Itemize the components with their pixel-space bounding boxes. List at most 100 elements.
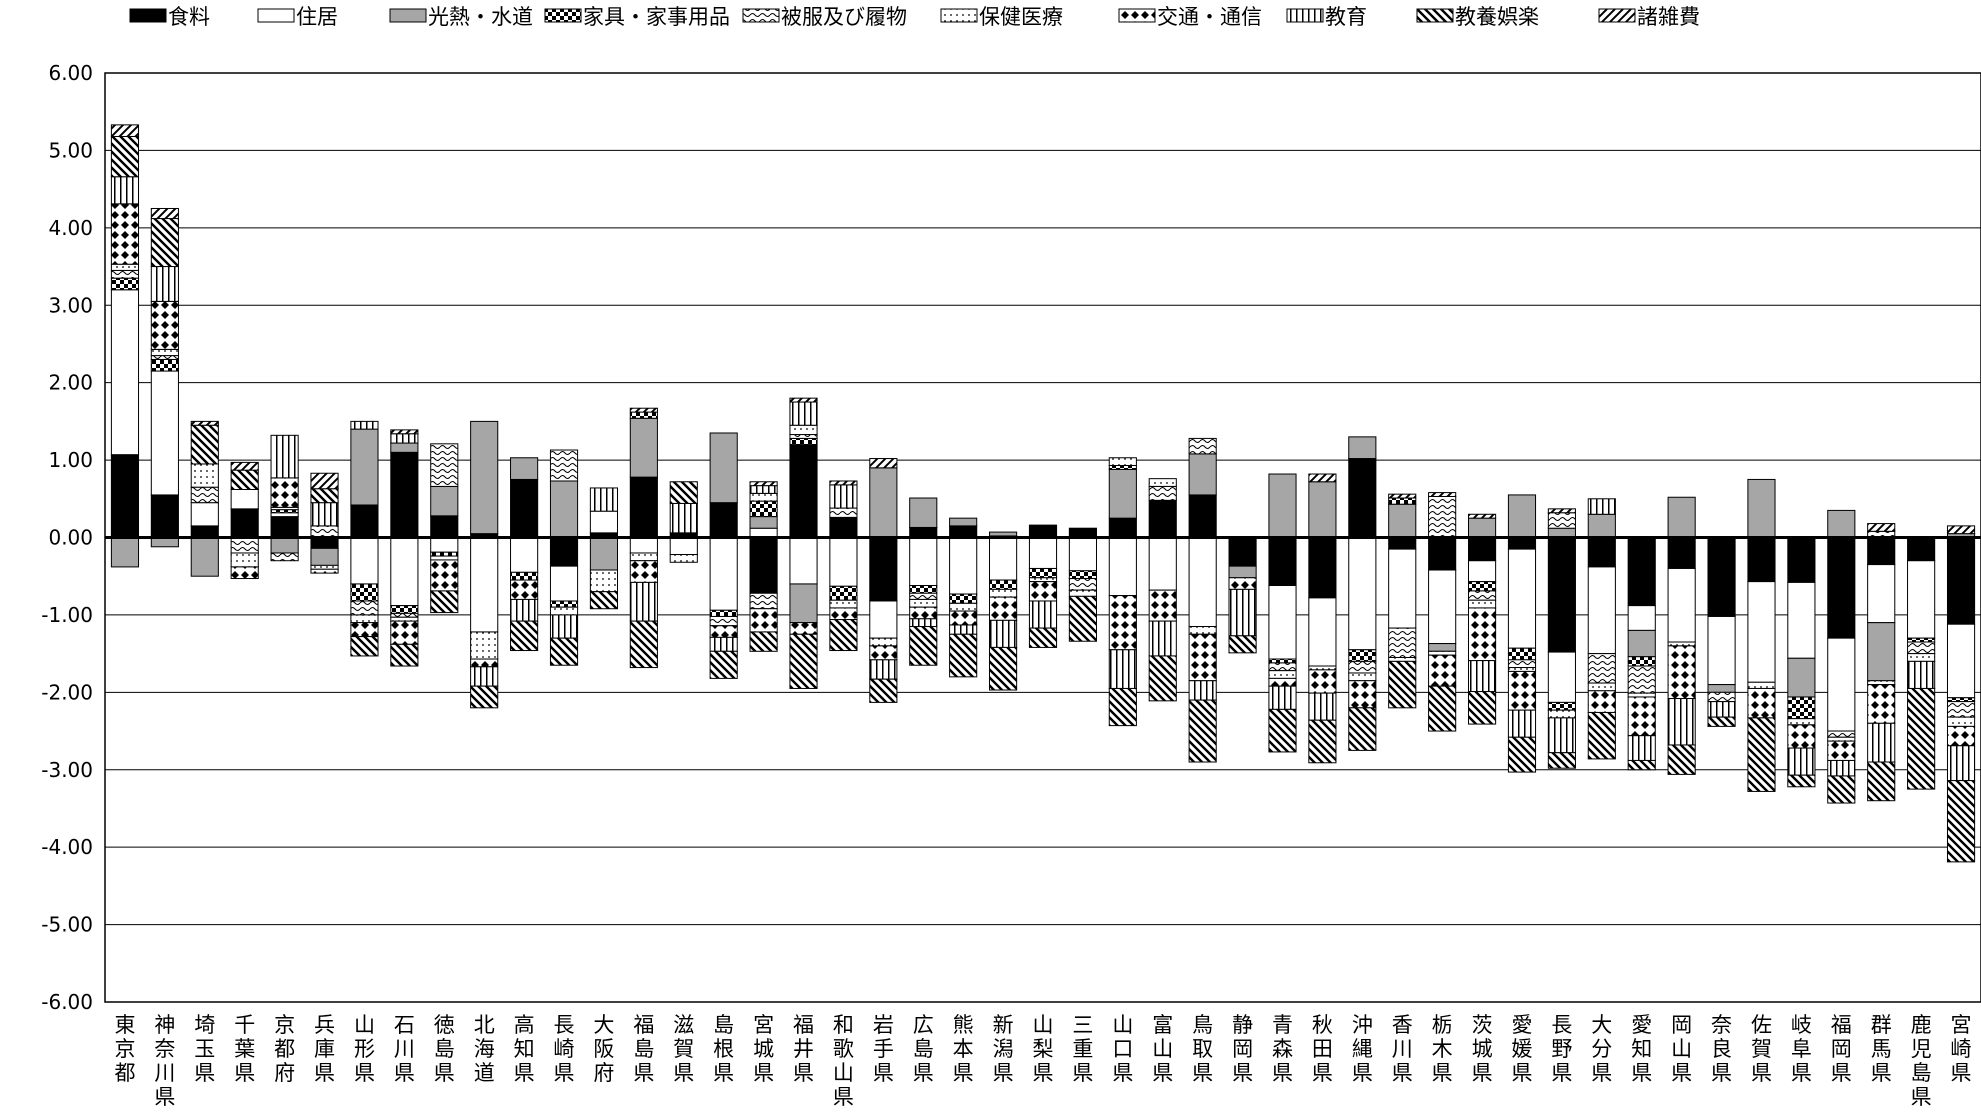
- bar-segment: [1787, 724, 1816, 749]
- bar-segment: [1827, 537, 1856, 639]
- y-tick-label: 6.00: [48, 61, 93, 85]
- bar-segment: [1587, 690, 1616, 713]
- bar-stack: [1467, 513, 1497, 725]
- bar-stack: [1348, 436, 1377, 751]
- bar-segment: [829, 607, 858, 621]
- bar-segment: [669, 554, 698, 563]
- bar-segment: [1627, 759, 1656, 771]
- bar-segment: [150, 355, 179, 360]
- bar-segment: [909, 606, 938, 620]
- bar-stack: [350, 420, 379, 657]
- x-category-label: 県: [1871, 1061, 1892, 1085]
- bar-segment: [1707, 701, 1736, 718]
- bar-segment: [1787, 774, 1816, 788]
- bar-segment: [1827, 740, 1856, 761]
- bar-segment: [1587, 498, 1616, 515]
- bar-segment: [909, 537, 938, 586]
- bar-segment: [1108, 649, 1137, 689]
- bar-stack: [470, 420, 499, 709]
- bar-segment: [1148, 478, 1177, 487]
- y-tick-label: 1.00: [48, 448, 93, 472]
- bar-segment: [1907, 653, 1936, 662]
- x-category-label: 川: [394, 1037, 415, 1061]
- bar-segment: [749, 481, 778, 487]
- bar-segment: [1028, 567, 1058, 579]
- bar-segment: [470, 666, 499, 687]
- bar-stack: [1667, 496, 1696, 775]
- x-category-label: 県: [314, 1061, 335, 1085]
- bar-segment: [1547, 537, 1576, 653]
- bar-stack: [510, 457, 539, 652]
- legend-item: 家具・家事用品: [544, 5, 730, 29]
- legend-swatch: [257, 8, 295, 23]
- bar-segment: [1388, 503, 1417, 539]
- bar-stack: [1747, 478, 1776, 792]
- bar-segment: [1787, 747, 1816, 776]
- x-category-label: 知: [514, 1037, 535, 1061]
- bar-segment: [390, 429, 419, 435]
- bar-segment: [110, 203, 140, 265]
- bar-segment: [1667, 567, 1696, 643]
- bar-segment: [1507, 647, 1537, 661]
- x-category-label: 道: [474, 1061, 495, 1085]
- bar-stack: [549, 449, 579, 666]
- bar-segment: [1827, 736, 1856, 742]
- bar-segment: [1108, 465, 1137, 470]
- bar-segment: [1907, 637, 1936, 643]
- x-category-label: 井: [793, 1037, 814, 1061]
- bar-segment: [310, 488, 339, 504]
- bar-segment: [1028, 577, 1058, 583]
- bar-segment: [230, 508, 259, 539]
- bar-segment: [430, 515, 459, 538]
- bar-segment: [510, 620, 539, 652]
- bar-segment: [1946, 725, 1976, 747]
- bar-segment: [190, 537, 219, 577]
- bar-segment: [1747, 478, 1776, 538]
- bar-segment: [829, 599, 858, 609]
- bar-segment: [1547, 752, 1576, 769]
- bar-segment: [1946, 537, 1976, 625]
- legend-swatch: [1416, 8, 1454, 23]
- bar-segment: [1946, 623, 1976, 699]
- y-tick-label: -6.00: [41, 990, 93, 1014]
- bar-segment: [1467, 517, 1497, 538]
- x-category-label: 鳥: [1192, 1013, 1213, 1037]
- bar-segment: [1627, 735, 1656, 761]
- bar-segment: [110, 277, 140, 291]
- bar-segment: [1148, 589, 1177, 622]
- y-tick-label: -2.00: [41, 680, 93, 704]
- bar-segment: [1747, 687, 1776, 719]
- x-category-label: 府: [274, 1061, 295, 1085]
- bar-segment: [1627, 665, 1656, 694]
- bar-segment: [1028, 524, 1058, 539]
- bar-segment: [829, 507, 858, 518]
- bar-segment: [1507, 736, 1537, 773]
- bar-segment: [1587, 513, 1616, 539]
- x-category-label: 山: [1152, 1037, 1173, 1061]
- bar-segment: [949, 537, 978, 595]
- bar-segment: [1627, 605, 1656, 631]
- bar-stack: [150, 207, 179, 548]
- bar-segment: [270, 434, 299, 479]
- bar-segment: [1867, 684, 1896, 724]
- x-category-label: 神: [154, 1013, 175, 1037]
- x-category-label: 岐: [1791, 1013, 1812, 1037]
- bar-segment: [1587, 653, 1616, 684]
- x-category-label: 山: [1112, 1013, 1133, 1037]
- x-category-label: 兵: [314, 1013, 335, 1037]
- bar-segment: [1148, 485, 1177, 501]
- bar-segment: [1707, 615, 1736, 686]
- bar-segment: [1946, 745, 1976, 782]
- bar-segment: [190, 486, 219, 504]
- bar-segment: [1627, 629, 1656, 658]
- bar-segment: [869, 659, 898, 680]
- x-category-label: 熊: [953, 1013, 974, 1037]
- bar-segment: [549, 614, 579, 639]
- x-category-label: 川: [1392, 1037, 1413, 1061]
- legend-swatch: [742, 8, 780, 23]
- bar-segment: [1428, 492, 1457, 497]
- x-category-label: 茨: [1472, 1013, 1493, 1037]
- bar-segment: [789, 622, 818, 635]
- bar-segment: [1907, 660, 1936, 689]
- x-category-label: 県: [953, 1061, 974, 1085]
